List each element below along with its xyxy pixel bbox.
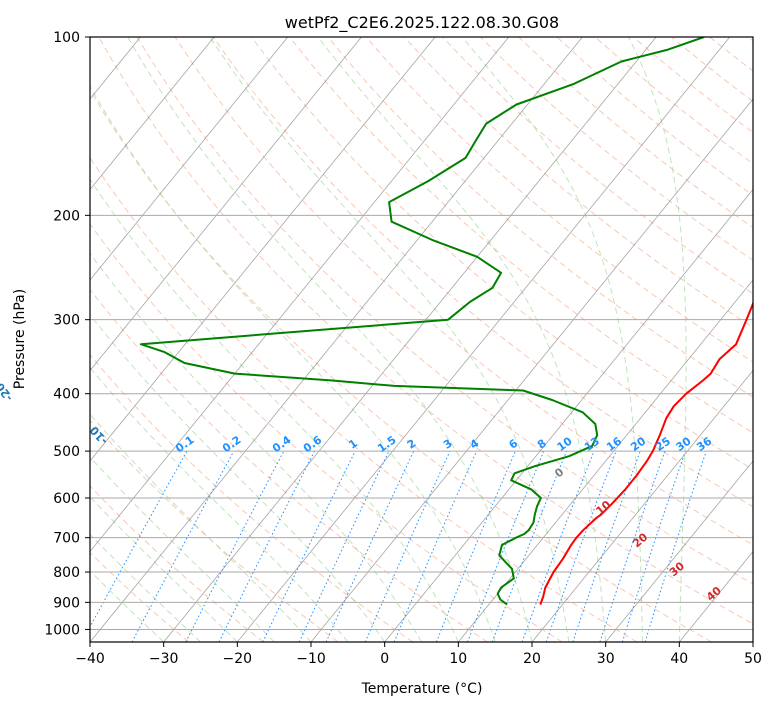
mixing-ratio-line bbox=[364, 450, 451, 642]
mixing-ratio-line bbox=[435, 450, 516, 642]
dry-adiabat-line bbox=[251, 37, 753, 470]
mixing-ratio-line bbox=[491, 450, 568, 642]
dewpoint-profile-line bbox=[139, 37, 705, 606]
x-axis-label: Temperature (°C) bbox=[361, 681, 483, 697]
x-tick-label: 20 bbox=[523, 651, 541, 667]
y-axis-label: Pressure (hPa) bbox=[12, 289, 28, 389]
isotherm-line bbox=[90, 37, 583, 642]
y-tick-label: 300 bbox=[53, 313, 80, 329]
mixing-ratio-line bbox=[572, 450, 641, 642]
mixing-ratio-line bbox=[545, 450, 617, 642]
dry-adiabat-line bbox=[136, 37, 753, 585]
moist-adiabat-line bbox=[317, 37, 607, 642]
isotherm-line bbox=[237, 37, 731, 642]
mixing-ratio-line bbox=[644, 450, 707, 642]
x-tick-label: −10 bbox=[296, 651, 326, 667]
y-tick-label: 600 bbox=[53, 491, 80, 507]
moist-adiabat-line bbox=[90, 496, 238, 642]
mixing-ratio-line bbox=[218, 450, 316, 642]
x-tick-label: 50 bbox=[744, 651, 762, 667]
moist-adiabat-line bbox=[90, 570, 165, 642]
data-layer bbox=[139, 37, 753, 606]
isotherm-line bbox=[90, 37, 362, 372]
y-tick-label: 500 bbox=[53, 444, 80, 460]
x-tick-label: 30 bbox=[597, 651, 615, 667]
dry-adiabat-line bbox=[327, 37, 753, 398]
chart-title: wetPf2_C2E6.2025.122.08.30.G08 bbox=[285, 13, 559, 33]
moist-adiabat-line bbox=[90, 456, 275, 642]
moist-adiabat-line bbox=[90, 366, 349, 642]
y-tick-label: 200 bbox=[53, 208, 80, 224]
x-tick-label: −20 bbox=[223, 651, 253, 667]
dry-adiabat-line bbox=[442, 37, 753, 295]
isotherm-line bbox=[605, 460, 753, 642]
moist-adiabat-line bbox=[461, 37, 643, 642]
isotherm-line bbox=[90, 37, 510, 553]
moist-adiabat-line bbox=[90, 178, 459, 642]
mixing-ratio-line bbox=[467, 450, 545, 642]
x-tick-label: 40 bbox=[670, 651, 688, 667]
mixing-ratio-line bbox=[131, 450, 235, 642]
y-tick-label: 100 bbox=[53, 30, 80, 46]
dry-adiabat-line bbox=[90, 223, 563, 642]
y-tick-label: 900 bbox=[53, 595, 80, 611]
mixing-ratio-line bbox=[90, 450, 188, 628]
moist-adiabat-line bbox=[90, 313, 386, 642]
dry-adiabat-line bbox=[90, 156, 638, 642]
plot-frame bbox=[89, 36, 754, 643]
x-tick-label: −40 bbox=[75, 651, 105, 667]
axis-layer: −40 −30 −20 −10 0 10 20 30 40 50 100 200 300 400 500 60… bbox=[44, 30, 762, 667]
dry-adiabat-line bbox=[98, 37, 753, 625]
mixing-ratio-line bbox=[599, 450, 666, 642]
isotherm-line bbox=[458, 279, 753, 642]
isotherm-line bbox=[384, 188, 753, 642]
isotherm-line bbox=[310, 98, 753, 642]
isotherm-line bbox=[90, 37, 289, 281]
x-tick-label: 0 bbox=[380, 651, 389, 667]
y-tick-label: 400 bbox=[53, 387, 80, 403]
isotherm-line bbox=[163, 37, 657, 642]
dry-adiabat-line bbox=[212, 37, 753, 508]
moist-adiabat-line bbox=[209, 37, 570, 642]
isotherm-line bbox=[531, 369, 753, 642]
moist-adiabat-line bbox=[627, 37, 687, 642]
temperature-profile-line bbox=[539, 301, 753, 605]
x-tick-label: 10 bbox=[449, 651, 467, 667]
y-tick-label: 700 bbox=[53, 531, 80, 547]
dry-adiabat-line bbox=[90, 89, 712, 642]
dry-adiabat-line bbox=[90, 353, 414, 642]
moist-adiabat-line bbox=[127, 37, 533, 642]
moist-adiabat-line bbox=[90, 533, 201, 642]
dry-adiabat-line bbox=[90, 419, 339, 642]
mixing-ratio-line bbox=[393, 450, 477, 642]
moist-adiabat-line bbox=[90, 85, 496, 642]
dry-adiabat-line bbox=[90, 485, 264, 642]
y-tick-label: 800 bbox=[53, 565, 80, 581]
grid-layer bbox=[90, 37, 753, 642]
y-tick-label: 1000 bbox=[44, 622, 80, 638]
dry-adiabat-line bbox=[90, 551, 190, 642]
dry-adiabat-line bbox=[90, 288, 488, 642]
mixing-ratio-line bbox=[521, 450, 595, 642]
dry-adiabat-line bbox=[289, 37, 753, 434]
mixing-ratio-line bbox=[621, 450, 686, 642]
isotherm-line bbox=[90, 37, 215, 191]
x-tick-label: −30 bbox=[149, 651, 179, 667]
